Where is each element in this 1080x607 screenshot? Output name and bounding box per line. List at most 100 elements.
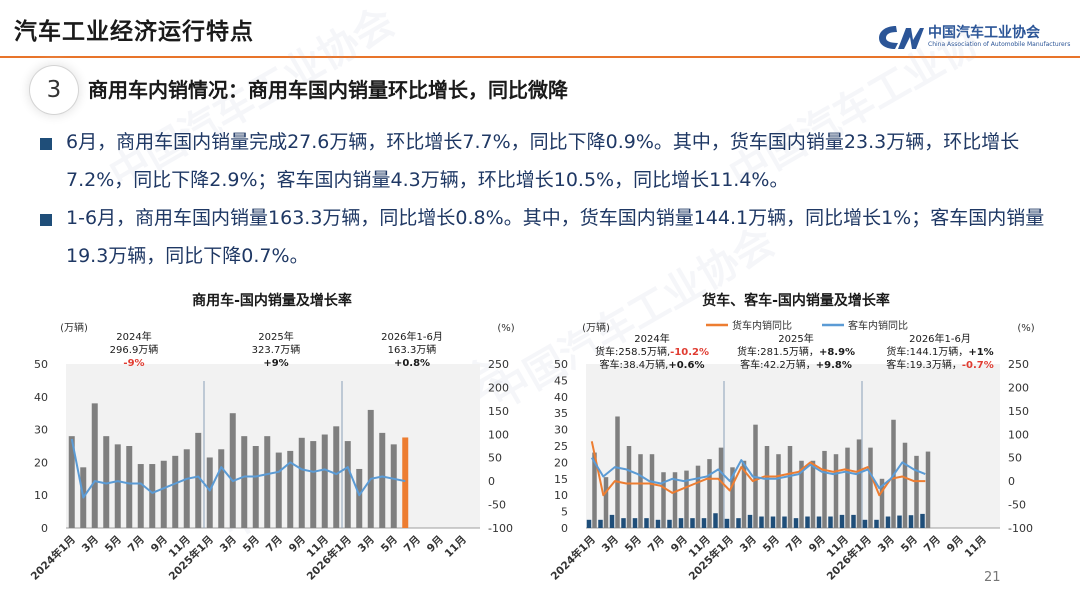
y-tick-label: 0 [41,522,48,535]
truck-bar [707,459,712,528]
plot-area [586,364,1000,528]
y2-tick-label: 100 [488,428,509,441]
bar [229,413,236,528]
y-tick-label: 40 [554,391,568,404]
truck-bar [695,465,701,528]
y-tick-label: 30 [34,424,48,437]
bus-bar [736,518,741,528]
bus-bar [782,516,787,528]
logo-cn-text: 中国汽车工业协会 [928,25,1040,41]
y2-tick-label: 50 [1008,452,1022,465]
bus-bar [644,518,649,528]
bar [172,455,179,528]
bus-bar [805,516,810,528]
logo-en-text: China Association of Automobile Manufact… [928,41,1071,48]
y2-tick-label: -50 [488,499,506,512]
y-tick-label: 25 [554,440,568,453]
y2-tick-label: 100 [1008,428,1029,441]
y-tick-label: 20 [34,456,48,469]
x-tick-label: 7月 [922,534,943,555]
x-tick-label: 7月 [646,534,667,555]
bar [252,446,259,528]
y-axis-label: (万辆) [582,321,610,334]
truck-bar [672,472,678,528]
section-heading: 商用车内销情况：商用车国内销量环比增长，同比微降 [88,78,568,102]
x-tick-label: 5月 [899,534,920,555]
bus-bar [713,513,718,528]
x-tick-label: 3月 [218,534,239,555]
truck-bar [615,416,620,528]
bar [298,437,305,528]
bus-bar [747,514,753,528]
bar [91,403,98,528]
bus-bar [874,519,879,528]
x-tick-label: 5月 [379,534,400,555]
bus-bar [667,519,672,528]
annotation-year: 2025年 [778,332,813,345]
annotation-line: 货车:281.5万辆，+8.9% [737,345,855,358]
plot-area [66,364,480,528]
bus-bar [759,516,764,528]
slide-title: 汽车工业经济运行特点 [14,19,254,45]
bus-growth-line [590,457,926,490]
truck-bar [592,452,597,528]
bar [356,468,363,528]
caam-logo: 中国汽车工业协会 China Association of Automobile… [876,20,1070,54]
x-tick-label: 7月 [126,534,147,555]
y-tick-label: 5 [561,506,568,519]
bar [321,434,328,528]
truck-bar [879,478,885,528]
annotation-growth: -9% [123,358,144,369]
truck-bar [799,460,804,528]
bus-bar [632,518,638,528]
annotation-line: 客车:42.2万辆，+9.8% [740,358,852,371]
bus-bar [908,515,914,528]
truck-bar [810,460,816,528]
bus-bar [862,519,868,528]
y2-tick-label: 200 [488,381,509,394]
truck-bar [868,447,873,528]
chart-title: 货车、客车-国内销量及增长率 [701,292,890,309]
bar [402,437,409,528]
page-number: 21 [984,570,1001,585]
annotation-label: 客车:42.2万辆， [740,358,816,371]
truck-bar [603,477,609,528]
bar [218,449,225,528]
y-tick-label: 15 [554,473,568,486]
chart-2: 货车、客车-国内销量及增长率 (万辆) (%) 0 5 10 15 20 25 30 35 40 45 5… [548,292,1035,583]
annotation-growth: -10.2% [670,347,709,358]
truck-bar [776,454,781,528]
annotation-year: 2024年 [116,330,151,343]
section-number-badge: 3 [30,66,78,114]
bar [344,441,351,528]
y-tick-label: 10 [34,489,48,502]
y-tick-label: 40 [34,391,48,404]
bar [310,441,317,528]
chart-title: 商用车-国内销量及增长率 [192,292,352,309]
y2-axis-label: (%) [1017,323,1034,334]
bar [126,446,133,528]
bullet-square-icon [40,214,52,226]
annotation-growth: -0.7% [962,360,994,371]
annotation-label: 客车:38.4万辆, [600,358,669,371]
annotation-line: 客车:38.4万辆,+0.6% [600,358,705,371]
bar [103,436,110,528]
bus-bar [839,514,845,528]
annotation-label: 客车:19.3万辆， [886,358,962,371]
y2-tick-label: 0 [488,475,495,488]
bullet-text: 1-6月，商用车国内销量163.3万辆，同比增长0.8%。其中，货车国内销量14… [66,207,1045,267]
y2-tick-label: 150 [488,405,509,418]
bullet-item: 1-6月，商用车国内销量163.3万辆，同比增长0.8%。其中，货车国内销量14… [36,199,1056,275]
legend-label: 货车内销同比 [732,319,792,332]
annotation-growth: +1% [968,347,993,358]
title-divider [0,56,1080,58]
y2-tick-label: 50 [488,452,502,465]
y-tick-label: 35 [554,407,568,420]
bar [137,464,144,528]
bar [333,426,340,528]
bus-bar [609,514,615,528]
annotation-total: 323.7万辆 [252,343,301,356]
bar [287,450,294,528]
truck-bar [822,450,827,528]
bus-bar [920,513,925,528]
